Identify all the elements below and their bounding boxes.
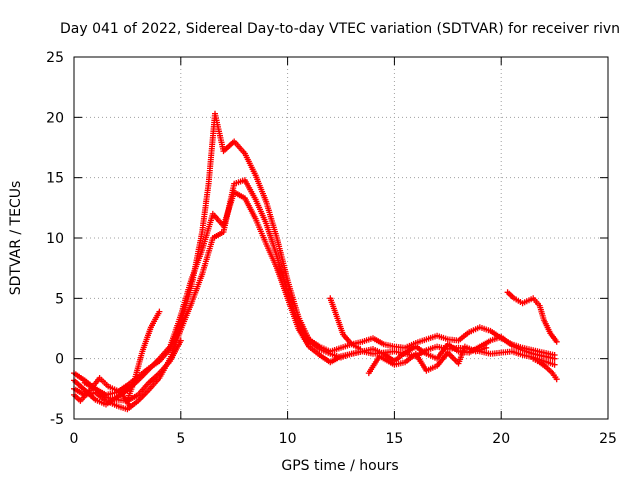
x-axis-label: GPS time / hours xyxy=(281,458,398,474)
chart-tick-labels: 0 5 10 15 20 25 -5 0 5 10 15 20 25 xyxy=(46,50,617,447)
series-markers xyxy=(327,295,364,352)
chart-title: Day 041 of 2022, Sidereal Day-to-day VTE… xyxy=(60,21,620,37)
series-markers xyxy=(530,355,560,383)
x-tick-label: 25 xyxy=(599,431,617,447)
series-track-7 xyxy=(327,295,364,352)
y-tick-label: -5 xyxy=(50,412,64,428)
x-tick-label: 15 xyxy=(385,431,403,447)
chart-grid xyxy=(74,57,608,419)
y-tick-label: 5 xyxy=(55,291,64,307)
series-track-10 xyxy=(365,343,490,377)
chart-ticks xyxy=(73,56,609,420)
y-tick-label: 20 xyxy=(46,110,64,126)
x-tick-label: 5 xyxy=(176,431,185,447)
series-markers xyxy=(365,343,490,377)
x-tick-label: 0 xyxy=(70,431,79,447)
y-tick-label: 0 xyxy=(55,352,64,368)
y-tick-label: 10 xyxy=(46,231,64,247)
series-track-8 xyxy=(504,289,560,345)
series-track-9 xyxy=(530,355,560,383)
y-axis-label: SDTVAR / TECUs xyxy=(8,181,24,296)
y-tick-label: 25 xyxy=(46,50,64,66)
y-tick-label: 15 xyxy=(46,171,64,187)
series-markers xyxy=(504,289,560,345)
chart-series-layer xyxy=(71,110,560,413)
x-tick-label: 20 xyxy=(492,431,510,447)
x-tick-label: 10 xyxy=(279,431,297,447)
